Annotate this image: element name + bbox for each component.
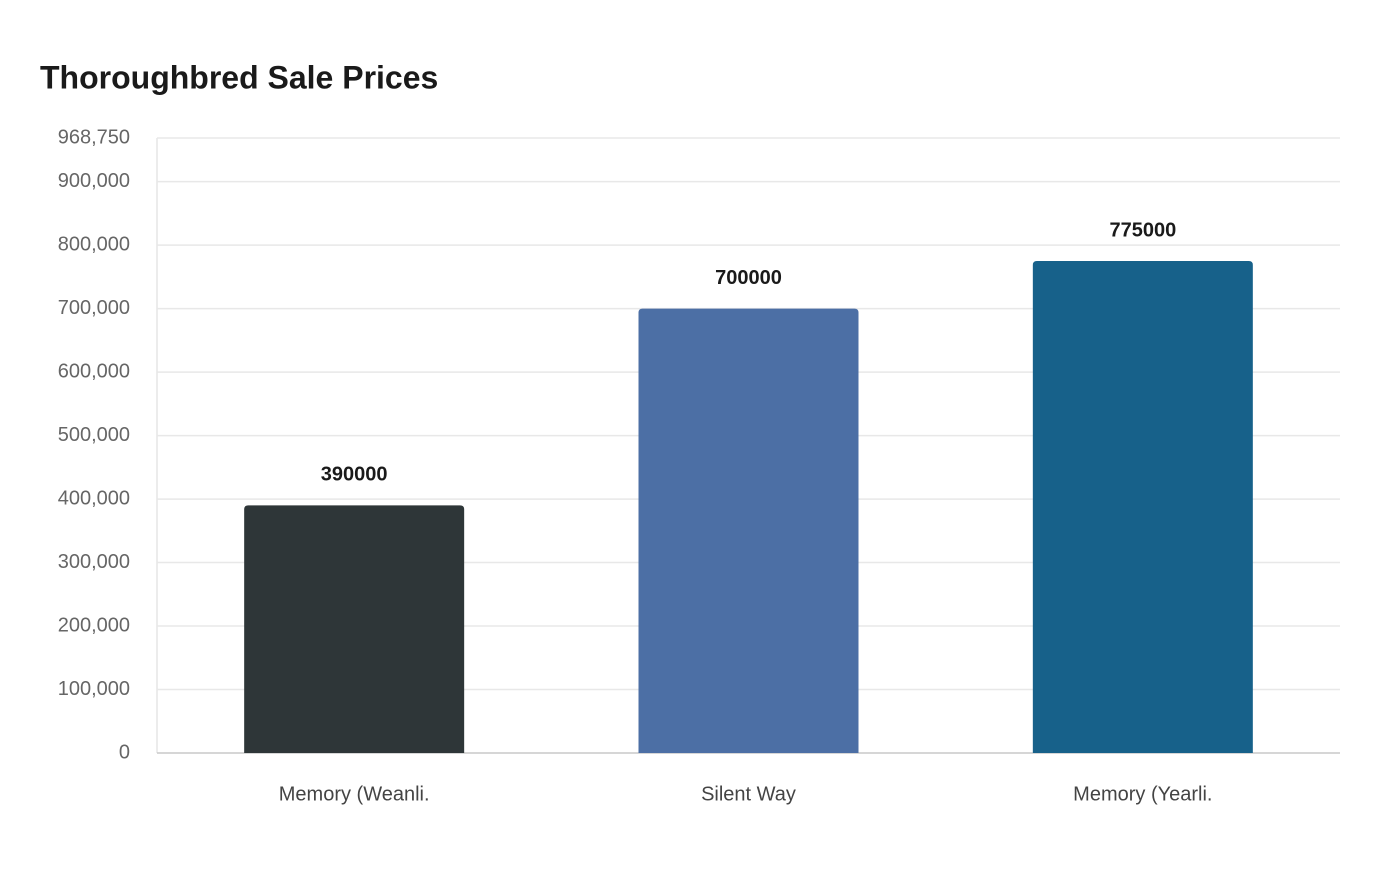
bar: [244, 505, 465, 753]
y-tick-label: 200,000: [58, 614, 130, 636]
y-tick-label: 900,000: [58, 170, 130, 192]
y-tick-label: 968,750: [58, 126, 130, 148]
bar: [638, 308, 859, 753]
y-tick-label: 0: [119, 741, 130, 763]
x-tick-label: Memory (Weanli.: [279, 783, 430, 805]
value-label: 700000: [715, 267, 782, 289]
x-tick-label: Silent Way: [701, 783, 796, 805]
bar: [1032, 261, 1253, 753]
chart-title: Thoroughbred Sale Prices: [40, 59, 438, 95]
y-tick-label: 300,000: [58, 551, 130, 573]
value-label: 390000: [321, 464, 388, 486]
y-tick-label: 600,000: [58, 360, 130, 382]
x-tick-label: Memory (Yearli.: [1073, 783, 1212, 805]
y-tick-label: 700,000: [58, 297, 130, 319]
y-tick-label: 800,000: [58, 233, 130, 255]
y-tick-label: 500,000: [58, 424, 130, 446]
value-label: 775000: [1109, 219, 1176, 241]
y-tick-label: 100,000: [58, 678, 130, 700]
y-tick-label: 400,000: [58, 487, 130, 509]
